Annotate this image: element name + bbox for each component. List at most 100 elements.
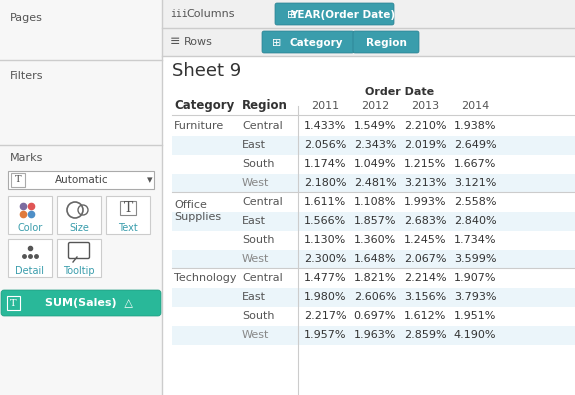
Text: 1.174%: 1.174%	[304, 159, 346, 169]
Text: 1.108%: 1.108%	[354, 197, 396, 207]
FancyBboxPatch shape	[172, 174, 575, 193]
FancyBboxPatch shape	[106, 196, 150, 234]
Text: 2.481%: 2.481%	[354, 178, 396, 188]
Text: ≡: ≡	[170, 36, 181, 49]
Text: 1.963%: 1.963%	[354, 330, 396, 340]
Text: East: East	[242, 140, 266, 150]
Text: 1.938%: 1.938%	[454, 121, 496, 131]
Text: 2.606%: 2.606%	[354, 292, 396, 302]
Text: Pages: Pages	[10, 13, 43, 23]
Text: West: West	[242, 178, 269, 188]
Text: 0.697%: 0.697%	[354, 311, 396, 321]
Text: Furniture: Furniture	[174, 121, 224, 131]
Text: 1.611%: 1.611%	[304, 197, 346, 207]
Text: iii: iii	[170, 9, 187, 19]
FancyBboxPatch shape	[1, 290, 161, 316]
Text: 2011: 2011	[311, 101, 339, 111]
Text: 1.907%: 1.907%	[454, 273, 496, 283]
Text: Marks: Marks	[10, 153, 43, 163]
Text: ⊞: ⊞	[287, 10, 296, 20]
Text: Sheet 9: Sheet 9	[172, 62, 242, 80]
Text: 1.612%: 1.612%	[404, 311, 446, 321]
Text: 2.343%: 2.343%	[354, 140, 396, 150]
Text: 3.121%: 3.121%	[454, 178, 496, 188]
Text: 4.190%: 4.190%	[454, 330, 496, 340]
Text: 2.217%: 2.217%	[304, 311, 346, 321]
Text: T: T	[124, 201, 133, 215]
Text: Automatic: Automatic	[55, 175, 109, 185]
Text: 2.859%: 2.859%	[404, 330, 446, 340]
Text: South: South	[242, 311, 274, 321]
Text: 2.056%: 2.056%	[304, 140, 346, 150]
FancyBboxPatch shape	[0, 146, 162, 395]
Text: 1.821%: 1.821%	[354, 273, 396, 283]
Text: 1.734%: 1.734%	[454, 235, 496, 245]
Text: East: East	[242, 292, 266, 302]
Text: Central: Central	[242, 197, 283, 207]
Text: Central: Central	[242, 273, 283, 283]
Text: 2.558%: 2.558%	[454, 197, 496, 207]
FancyBboxPatch shape	[172, 136, 575, 155]
Text: 2.300%: 2.300%	[304, 254, 346, 264]
FancyBboxPatch shape	[8, 196, 52, 234]
FancyBboxPatch shape	[120, 201, 136, 215]
FancyBboxPatch shape	[353, 31, 419, 53]
Text: 1.433%: 1.433%	[304, 121, 346, 131]
Text: 2.180%: 2.180%	[304, 178, 346, 188]
Text: 1.857%: 1.857%	[354, 216, 396, 226]
FancyBboxPatch shape	[172, 212, 575, 231]
Text: Tooltip: Tooltip	[63, 266, 95, 276]
FancyBboxPatch shape	[68, 243, 90, 258]
Text: SUM(Sales)  △: SUM(Sales) △	[45, 298, 133, 308]
Text: Technology: Technology	[174, 273, 236, 283]
Text: Order Date: Order Date	[366, 87, 435, 97]
Text: Category: Category	[289, 38, 343, 48]
Text: 3.599%: 3.599%	[454, 254, 496, 264]
Text: 2013: 2013	[411, 101, 439, 111]
Text: 2.067%: 2.067%	[404, 254, 446, 264]
Text: 1.215%: 1.215%	[404, 159, 446, 169]
Text: Category: Category	[174, 100, 234, 113]
Text: T: T	[15, 175, 21, 184]
Text: 1.957%: 1.957%	[304, 330, 346, 340]
FancyBboxPatch shape	[162, 0, 575, 395]
Text: YEAR(Order Date): YEAR(Order Date)	[290, 10, 395, 20]
Text: 2.019%: 2.019%	[404, 140, 446, 150]
FancyBboxPatch shape	[172, 250, 575, 269]
FancyBboxPatch shape	[172, 288, 575, 307]
Text: Region: Region	[242, 100, 288, 113]
FancyBboxPatch shape	[8, 239, 52, 277]
Text: 1.477%: 1.477%	[304, 273, 346, 283]
Text: 2.840%: 2.840%	[454, 216, 496, 226]
Text: 1.360%: 1.360%	[354, 235, 396, 245]
Text: 1.049%: 1.049%	[354, 159, 396, 169]
Text: 1.549%: 1.549%	[354, 121, 396, 131]
Text: 2012: 2012	[361, 101, 389, 111]
Text: Detail: Detail	[16, 266, 44, 276]
Text: West: West	[242, 330, 269, 340]
FancyBboxPatch shape	[57, 196, 101, 234]
Text: West: West	[242, 254, 269, 264]
Text: ▾: ▾	[147, 175, 153, 185]
Text: 1.130%: 1.130%	[304, 235, 346, 245]
Text: T: T	[10, 299, 17, 307]
Text: 2.214%: 2.214%	[404, 273, 446, 283]
Text: Color: Color	[17, 223, 43, 233]
FancyBboxPatch shape	[57, 239, 101, 277]
Text: South: South	[242, 159, 274, 169]
Text: 3.156%: 3.156%	[404, 292, 446, 302]
FancyBboxPatch shape	[172, 326, 575, 345]
Text: 1.993%: 1.993%	[404, 197, 446, 207]
Text: 1.566%: 1.566%	[304, 216, 346, 226]
Text: Size: Size	[69, 223, 89, 233]
Text: 1.245%: 1.245%	[404, 235, 446, 245]
FancyBboxPatch shape	[162, 0, 575, 28]
Text: Columns: Columns	[186, 9, 235, 19]
Text: 2014: 2014	[461, 101, 489, 111]
Text: 2.210%: 2.210%	[404, 121, 446, 131]
FancyBboxPatch shape	[11, 173, 25, 187]
Text: ⊞: ⊞	[272, 38, 281, 48]
Text: 2.683%: 2.683%	[404, 216, 446, 226]
Text: 2.649%: 2.649%	[454, 140, 496, 150]
FancyBboxPatch shape	[262, 31, 354, 53]
